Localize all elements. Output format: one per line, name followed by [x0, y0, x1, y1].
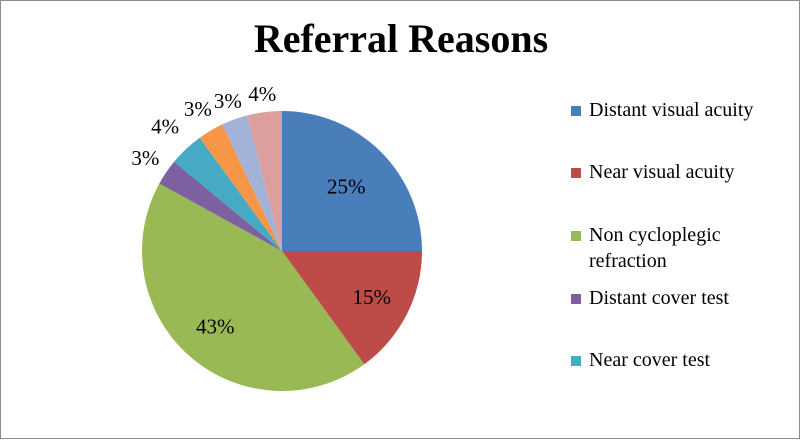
- pie-slice: [282, 251, 422, 365]
- pie-slice: [174, 137, 282, 251]
- pie-slice: [282, 111, 422, 251]
- legend-swatch: [571, 106, 581, 116]
- legend-swatch: [571, 356, 581, 366]
- slice-data-label: 25%: [327, 175, 366, 199]
- legend-swatch: [571, 168, 581, 178]
- pie-slice: [159, 161, 282, 251]
- slice-data-label: 15%: [353, 285, 392, 309]
- slice-data-label: 4%: [248, 82, 276, 106]
- slice-data-label: 43%: [196, 315, 235, 339]
- legend-label: Near visual acuity: [589, 161, 735, 183]
- chart-title: Referral Reasons: [253, 16, 549, 61]
- slice-data-label: 3%: [184, 97, 212, 121]
- pie-slice: [142, 183, 365, 391]
- legend-label: Near cover test: [589, 349, 711, 371]
- legend-label: Distant cover test: [589, 287, 729, 309]
- pie-slice: [222, 115, 282, 252]
- slice-data-label: 3%: [131, 146, 159, 170]
- pie-slice: [199, 124, 282, 251]
- legend-label: Distant visual acuity: [589, 99, 754, 121]
- slice-data-label: 4%: [151, 115, 179, 139]
- slice-data-label: 3%: [214, 89, 242, 113]
- legend-label: Non cycloplegic refraction: [589, 224, 721, 272]
- pie-slice: [247, 111, 282, 251]
- legend-swatch: [571, 231, 581, 241]
- legend-swatch: [571, 294, 581, 304]
